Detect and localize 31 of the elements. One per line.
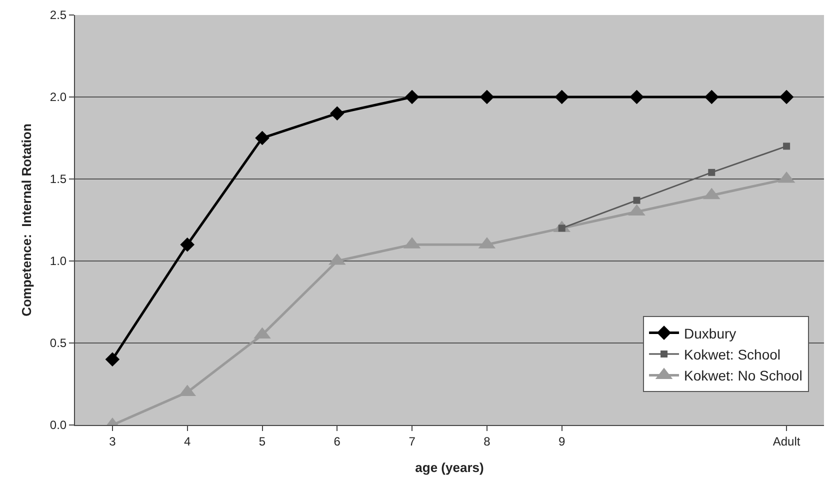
point [404,90,420,104]
y-tick-label: 2.5 [50,8,67,22]
point [180,237,194,252]
point [554,90,569,104]
x-tick-label: 7 [408,434,416,448]
y-tick-label: 2.0 [50,90,67,104]
point [630,90,644,104]
x-tick-label: 5 [258,434,266,448]
x-tick-label: 9 [558,434,566,448]
point [783,142,790,150]
x-tick-label: 3 [109,434,116,448]
point [704,90,719,104]
x-axis-title: age (years) [415,460,484,475]
y-tick-label: 1.0 [50,254,67,268]
point [480,90,494,104]
x-tick-label: 8 [484,434,491,448]
point [330,106,344,121]
x-tick-label: Adult [772,434,801,448]
point [633,196,640,204]
legend-label: Duxbury [684,325,736,342]
y-tick-label: 0.5 [50,336,67,350]
y-tick-label: 1.5 [50,172,67,186]
y-axis-title: Competence: Internal Rotation [18,124,34,316]
y-tick-label: 0.0 [50,418,67,432]
point [255,130,270,146]
x-tick-label: 4 [184,434,192,448]
point [708,168,716,176]
legend-label: Kokwet: No School [684,368,802,384]
point [779,90,794,104]
legend-label: Kokwet: School [684,346,781,362]
x-tick-label: 6 [334,434,341,448]
